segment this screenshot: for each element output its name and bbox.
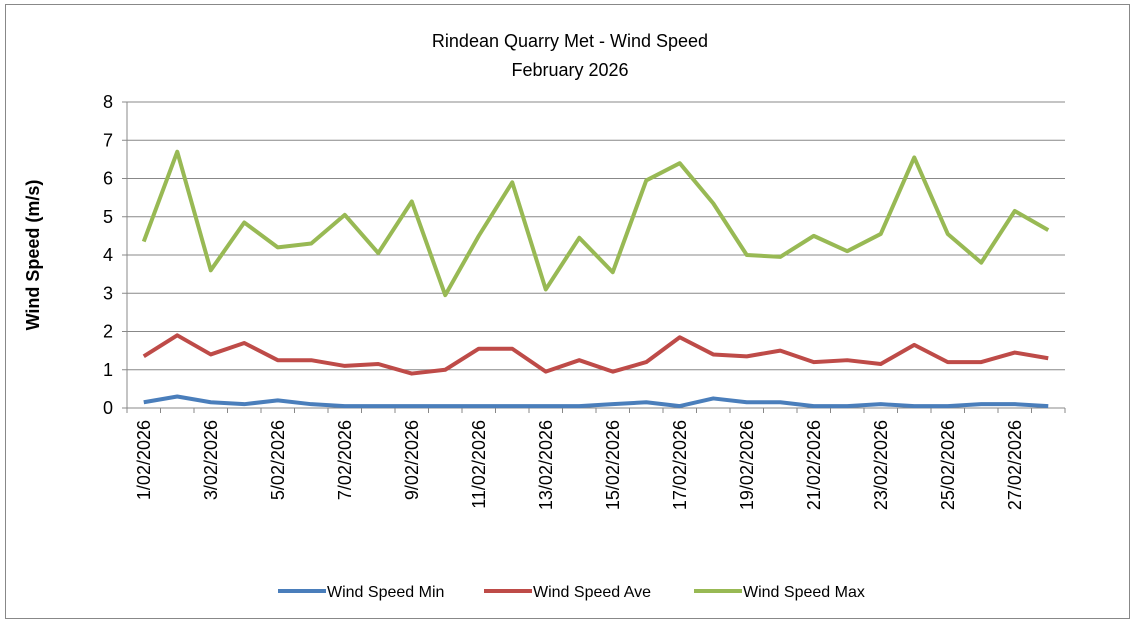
x-tick-label: 25/02/2026 [938,420,958,510]
legend-label: Wind Speed Ave [533,584,651,601]
legend-label: Wind Speed Min [327,584,444,601]
x-tick-label: 19/02/2026 [737,420,757,510]
y-tick-label: 4 [103,245,113,265]
y-tick-label: 0 [103,398,113,418]
x-tick-label: 5/02/2026 [268,420,288,500]
legend-label: Wind Speed Max [743,584,865,601]
series-line [141,149,1050,298]
y-tick-label: 2 [103,322,113,342]
x-tick-label: 27/02/2026 [1005,420,1025,510]
y-tick-label: 5 [103,207,113,227]
x-tick-label: 9/02/2026 [402,420,422,500]
x-tick-label: 17/02/2026 [670,420,690,510]
x-tick-label: 3/02/2026 [201,420,221,500]
series-line [142,333,1049,376]
x-tick-label: 15/02/2026 [603,420,623,510]
y-tick-label: 6 [103,169,113,189]
y-tick-label: 8 [103,92,113,112]
y-axis-label: Wind Speed (m/s) [23,180,43,331]
series-line [143,394,1049,409]
x-tick-label: 13/02/2026 [536,420,556,510]
chart-border [5,4,1130,619]
x-tick-label: 21/02/2026 [804,420,824,510]
chart-subtitle: February 2026 [511,60,628,80]
x-tick-label: 1/02/2026 [134,420,154,500]
x-tick-label: 23/02/2026 [871,420,891,510]
chart-title: Rindean Quarry Met - Wind Speed [432,31,708,51]
x-tick-label: 7/02/2026 [335,420,355,500]
y-tick-label: 7 [103,130,113,150]
y-tick-label: 3 [103,283,113,303]
x-tick-label: 11/02/2026 [469,420,489,509]
y-tick-label: 1 [103,360,113,380]
